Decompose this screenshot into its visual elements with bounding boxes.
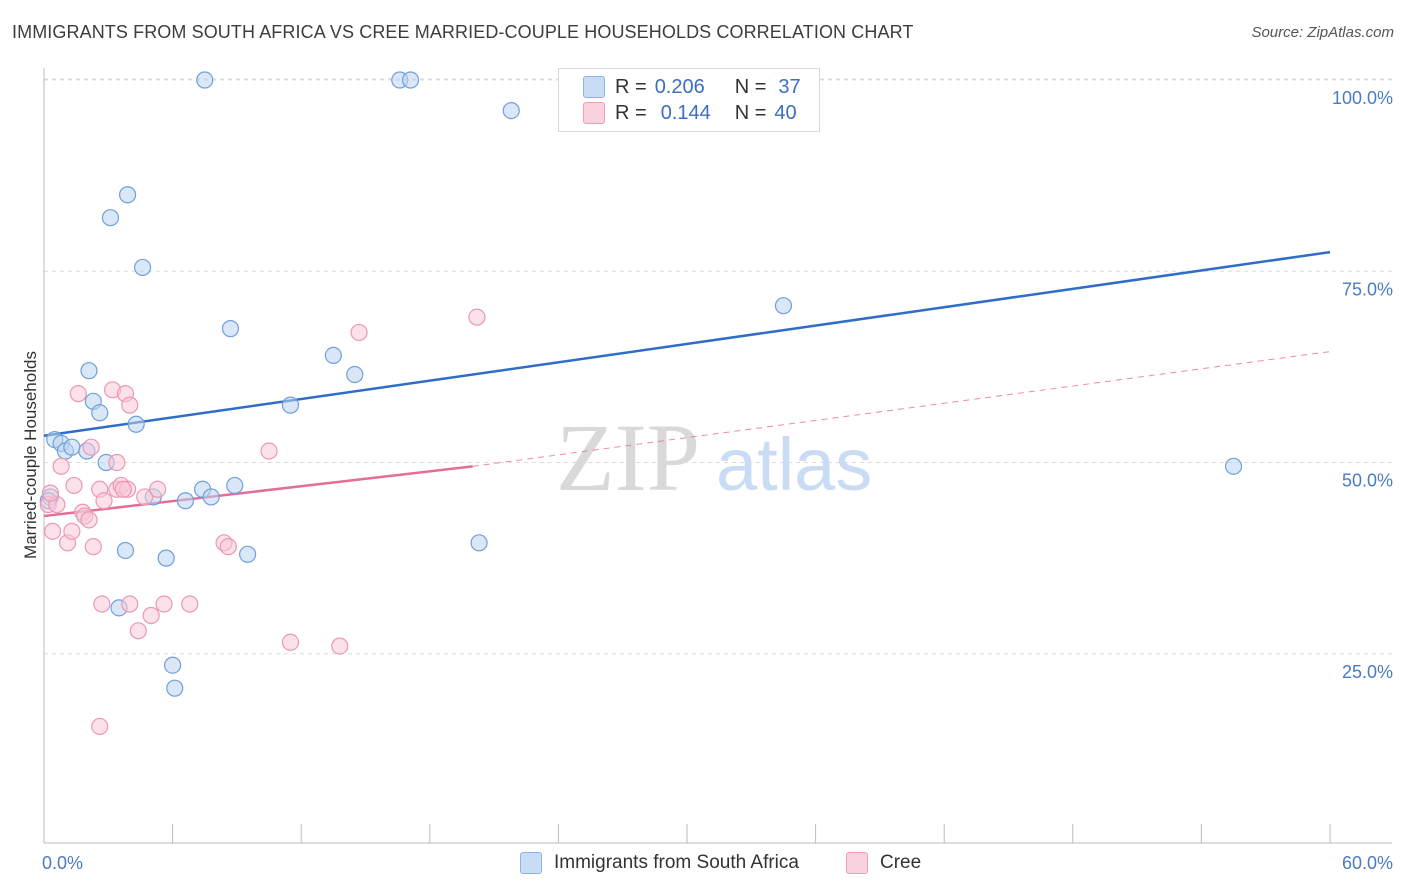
point-cree <box>91 717 109 736</box>
point-south-africa <box>470 534 488 552</box>
point-south-africa <box>127 415 145 433</box>
y-tick-label: 25.0% <box>1342 662 1393 682</box>
x-tick-label-max: 60.0% <box>1342 853 1393 873</box>
y-axis-label: Married-couple Households <box>21 351 40 559</box>
point-cree <box>219 538 237 556</box>
point-cree <box>69 385 87 403</box>
point-cree <box>43 522 62 540</box>
point-south-africa <box>101 209 120 227</box>
point-cree <box>468 308 486 326</box>
y-tick-label: 75.0% <box>1342 279 1393 299</box>
point-cree <box>41 484 60 502</box>
point-cree <box>114 480 132 498</box>
point-south-africa <box>166 679 184 697</box>
point-south-africa <box>401 71 420 89</box>
y-tick-label: 50.0% <box>1342 471 1393 491</box>
legend-swatch-cree <box>846 852 868 874</box>
trend-lines <box>43 250 1331 518</box>
n-label: N = <box>734 101 767 124</box>
legend-row-south-africa: R = 0.206 N = 37 <box>583 75 801 99</box>
point-cree <box>121 595 139 613</box>
r-label: R = <box>615 101 647 124</box>
point-south-africa <box>346 365 364 384</box>
legend-label-south-africa: Immigrants from South Africa <box>554 852 799 873</box>
n-label: N = <box>734 75 767 98</box>
point-cree <box>136 488 154 506</box>
trend-line-south-africa <box>43 250 1331 437</box>
x-tick-label-min: 0.0% <box>42 853 83 873</box>
legend-swatch-south-africa <box>520 852 542 874</box>
point-cree <box>331 637 349 655</box>
n-value: 37 <box>778 75 801 98</box>
point-cree <box>84 538 102 556</box>
point-cree <box>108 453 126 472</box>
point-south-africa <box>226 476 244 495</box>
trend-line-cree-extension <box>472 351 1331 467</box>
data-points <box>39 71 1243 736</box>
point-south-africa <box>196 71 214 89</box>
point-south-africa <box>221 320 240 338</box>
point-south-africa <box>157 549 175 567</box>
point-south-africa <box>324 346 342 364</box>
point-cree <box>142 606 160 625</box>
point-cree <box>95 492 113 510</box>
point-cree <box>260 442 278 460</box>
point-south-africa <box>239 545 257 563</box>
watermark-atlas: atlas <box>716 423 872 506</box>
point-south-africa <box>176 492 195 510</box>
axes <box>43 68 1392 844</box>
y-tick-label: 100.0% <box>1332 88 1393 108</box>
source-label: Source: ZipAtlas.com <box>1251 24 1394 41</box>
point-cree <box>80 511 98 529</box>
point-south-africa <box>774 297 793 315</box>
legend-item-south-africa: Immigrants from South Africa <box>520 852 799 874</box>
watermark-zip: ZIP <box>556 404 700 511</box>
point-cree <box>52 457 70 475</box>
point-south-africa <box>91 404 109 422</box>
point-cree <box>121 396 139 414</box>
point-south-africa <box>118 186 137 204</box>
point-cree <box>148 480 167 498</box>
point-cree <box>65 476 83 495</box>
point-south-africa <box>202 488 220 506</box>
point-cree <box>155 595 173 613</box>
chart-title: IMMIGRANTS FROM SOUTH AFRICA VS CREE MAR… <box>12 22 914 42</box>
point-cree <box>350 323 368 342</box>
point-cree <box>63 522 81 540</box>
point-cree <box>93 595 111 613</box>
tick-labels: 100.0% 75.0% 50.0% 25.0% 0.0% 60.0% <box>42 88 1393 873</box>
point-south-africa <box>133 258 152 277</box>
point-south-africa <box>116 541 135 560</box>
point-cree <box>281 633 300 651</box>
trend-line-cree <box>43 465 473 518</box>
point-south-africa <box>164 656 182 674</box>
correlation-legend: R = 0.206 N = 37 R = 0.144 N = 40 <box>558 68 820 132</box>
legend-row-cree: R = 0.144 N = 40 <box>583 101 797 125</box>
point-cree <box>129 622 147 640</box>
point-south-africa <box>281 396 300 414</box>
point-south-africa <box>502 101 520 120</box>
point-south-africa <box>1224 457 1243 475</box>
series-legend: Immigrants from South Africa Cree <box>0 852 1406 878</box>
legend-swatch-south-africa <box>583 76 605 98</box>
legend-swatch-cree <box>583 102 605 124</box>
point-south-africa <box>80 362 98 380</box>
n-value: 40 <box>774 101 797 124</box>
legend-label-cree: Cree <box>880 852 922 873</box>
grid-lines <box>44 78 1392 655</box>
r-value: 0.206 <box>654 75 705 98</box>
point-south-africa <box>63 438 81 456</box>
r-label: R = <box>615 75 647 98</box>
legend-item-cree: Cree <box>846 852 921 874</box>
watermark: ZIP atlas <box>556 404 872 511</box>
r-value: 0.144 <box>660 101 711 124</box>
point-cree <box>181 595 199 613</box>
point-cree <box>82 438 100 456</box>
